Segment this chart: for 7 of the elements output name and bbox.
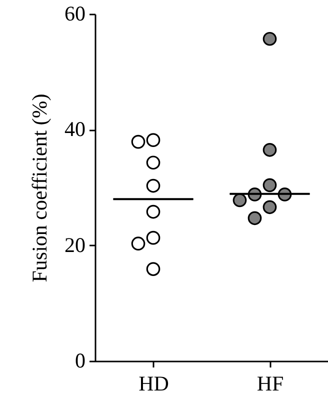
y-tick-label: 0 [75,348,86,372]
x-tick-label: HD [138,372,169,396]
y-tick-label: 40 [64,117,86,142]
x-tick-label: HF [256,372,284,396]
y-tick-label: 60 [64,2,86,26]
y-tick-label: 20 [64,232,86,257]
y-axis-title: Fusion coefficient (%) [28,94,52,282]
